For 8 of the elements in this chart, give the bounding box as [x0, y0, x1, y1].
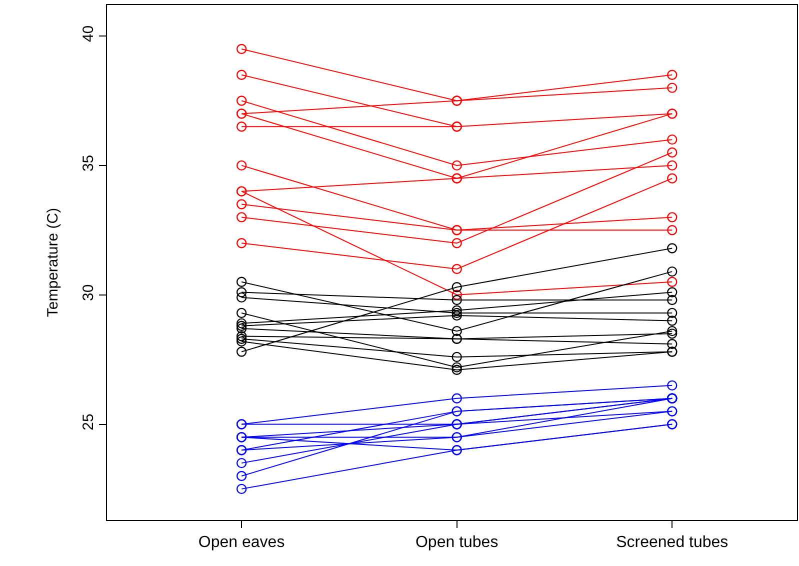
x-tick-label: Open tubes: [415, 534, 498, 552]
y-tick-label: 30: [80, 284, 97, 301]
x-tick-label: Screened tubes: [616, 534, 728, 552]
x-tick-label: Open eaves: [198, 534, 285, 552]
y-tick-label: 40: [80, 25, 97, 42]
y-tick-label: 35: [80, 154, 97, 172]
y-tick-label: 25: [80, 414, 97, 430]
y-axis-title: Temperature (C): [44, 208, 62, 318]
